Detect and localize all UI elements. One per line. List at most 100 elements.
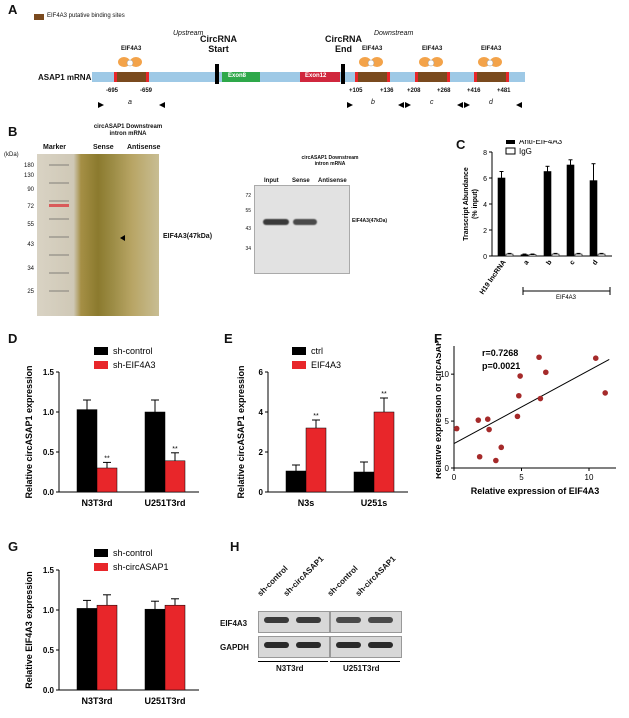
bar bbox=[96, 467, 118, 493]
blot-lane-labels: sh-control sh-circASAP1 sh-control sh-ci… bbox=[256, 540, 412, 598]
scatter-point bbox=[498, 444, 505, 451]
site-b-right: +136 bbox=[380, 88, 394, 94]
sig-mark: ** bbox=[104, 455, 110, 462]
exon8-label: Exon8 bbox=[228, 73, 247, 79]
y-tick-label: 0.0 bbox=[43, 686, 55, 695]
scatter-point bbox=[484, 416, 491, 422]
bar bbox=[574, 253, 583, 257]
legend-label: Anti-EIF4A3 bbox=[519, 140, 563, 146]
scatter-point bbox=[516, 392, 522, 399]
x-tick-label: N3T3rd bbox=[81, 696, 112, 706]
site-c-letter: c bbox=[430, 99, 434, 106]
kda-label: (kDa) bbox=[4, 152, 19, 158]
blot-eif4a3-strip bbox=[258, 611, 402, 633]
western-blot bbox=[254, 185, 350, 274]
eif4a3-protein-icon bbox=[419, 57, 443, 67]
x-tick-label: U251T3rd bbox=[144, 696, 185, 706]
site-a-left: -695 bbox=[106, 88, 119, 94]
bar bbox=[551, 253, 560, 257]
site-b-left: +105 bbox=[349, 88, 363, 94]
primer-arrows bbox=[98, 102, 522, 108]
bar bbox=[520, 254, 529, 257]
bar bbox=[589, 180, 598, 257]
y-axis-title: Relative circASAP1 expression bbox=[236, 365, 246, 498]
gel-band-label: EIF4A3(47kDa) bbox=[163, 233, 213, 240]
site-c-box bbox=[415, 72, 450, 82]
scatter-point bbox=[514, 413, 521, 420]
x-tick-label: H19 lncRNA bbox=[479, 259, 508, 296]
group-label-u251: U251T3rd bbox=[343, 664, 380, 673]
y-axis-title: Relative expression of circASAP1 bbox=[436, 338, 443, 479]
eif4a3-tag: EIF4A3 bbox=[121, 46, 142, 52]
site-d-letter: d bbox=[489, 99, 493, 106]
y-tick-label: 1.0 bbox=[43, 408, 55, 417]
gel-header: circASAP1 Downstream intron mRNA bbox=[93, 124, 163, 137]
x-tick-label: N3T3rd bbox=[81, 498, 112, 508]
x-tick-label: U251s bbox=[361, 498, 388, 508]
scatter-point bbox=[476, 453, 483, 460]
silver-gel bbox=[37, 154, 159, 316]
site-a-right: -659 bbox=[140, 88, 153, 94]
blot-row-gapdh: GAPDH bbox=[220, 643, 249, 652]
wb-band-label: EIF4A3(47kDa) bbox=[352, 218, 388, 224]
eif4a3-protein-icon bbox=[118, 57, 142, 67]
wb-header: circASAP1 Downstream intron mRNA bbox=[301, 155, 359, 167]
panel-e-label: E bbox=[224, 331, 233, 346]
blot-gapdh-strip bbox=[258, 636, 402, 658]
y-tick-label: 0.0 bbox=[43, 488, 55, 497]
x-tick-label: N3s bbox=[298, 498, 315, 508]
site-b-letter: b bbox=[371, 99, 375, 106]
lane-label-2: sh-circASAP1 bbox=[281, 554, 326, 598]
legend-swatch bbox=[94, 361, 108, 369]
panel-g-label: G bbox=[8, 539, 19, 554]
wb-sense-label: Sense bbox=[292, 178, 310, 184]
y-axis-title: Transcript Abundance bbox=[463, 167, 470, 241]
scatter-point bbox=[543, 369, 549, 376]
y-tick-label: 8 bbox=[483, 150, 487, 157]
panel-d-label: D bbox=[8, 331, 18, 346]
x-tick-label: 10 bbox=[585, 473, 594, 482]
scatter-point bbox=[486, 426, 492, 433]
bracket-label: EIF4A3 bbox=[556, 295, 577, 300]
sig-mark: ** bbox=[313, 413, 319, 420]
scatter-point bbox=[517, 373, 523, 379]
sig-mark: ** bbox=[381, 391, 387, 398]
legend-text: EIF4A3 putative binding sites bbox=[47, 13, 125, 19]
y-tick-label: 6 bbox=[483, 176, 487, 183]
y-tick-label: 2 bbox=[259, 448, 264, 457]
bar bbox=[164, 460, 186, 493]
eif4a3-protein-icon bbox=[359, 57, 383, 67]
y-tick-label: 10 bbox=[440, 370, 449, 379]
x-tick-label: a bbox=[523, 259, 531, 266]
y-tick-label: 4 bbox=[259, 408, 264, 417]
scatter-point bbox=[537, 395, 544, 402]
bar bbox=[144, 608, 166, 691]
eif4a3-tag: EIF4A3 bbox=[362, 46, 383, 52]
legend-swatch bbox=[292, 347, 306, 355]
bar bbox=[543, 171, 552, 257]
y-tick-label: 6 bbox=[259, 368, 264, 377]
scatter-point bbox=[592, 355, 599, 361]
x-axis-title: Relative expression of EIF4A3 bbox=[471, 486, 600, 496]
group-label-n3: N3T3rd bbox=[276, 664, 304, 673]
bar bbox=[497, 177, 506, 257]
legend-swatch bbox=[292, 361, 306, 369]
group-line-1 bbox=[258, 661, 328, 662]
chart-g: 0.0 0.5 1.0 1.5 Relative EIF4A3 expression sh… bbox=[24, 548, 199, 706]
mrna-label: ASAP1 mRNA bbox=[38, 73, 92, 82]
panel-f-label: F bbox=[434, 331, 442, 346]
group-line-2 bbox=[330, 661, 400, 662]
scatter-point bbox=[453, 425, 460, 432]
y-tick-label: 4 bbox=[483, 202, 487, 209]
site-a-box bbox=[114, 72, 149, 82]
legend-label: EIF4A3 bbox=[311, 360, 341, 370]
x-tick-label: 0 bbox=[452, 473, 457, 482]
y-tick-label: 0 bbox=[259, 488, 264, 497]
band-arrow-icon bbox=[120, 235, 125, 241]
site-d-right: +481 bbox=[497, 88, 511, 94]
x-tick-label: 5 bbox=[519, 473, 524, 482]
y-tick-label: 2 bbox=[483, 228, 487, 235]
circ-end-label: CircRNA End bbox=[325, 34, 363, 54]
panel-c-label: C bbox=[456, 137, 466, 152]
y-tick-label: 1.5 bbox=[43, 368, 55, 377]
